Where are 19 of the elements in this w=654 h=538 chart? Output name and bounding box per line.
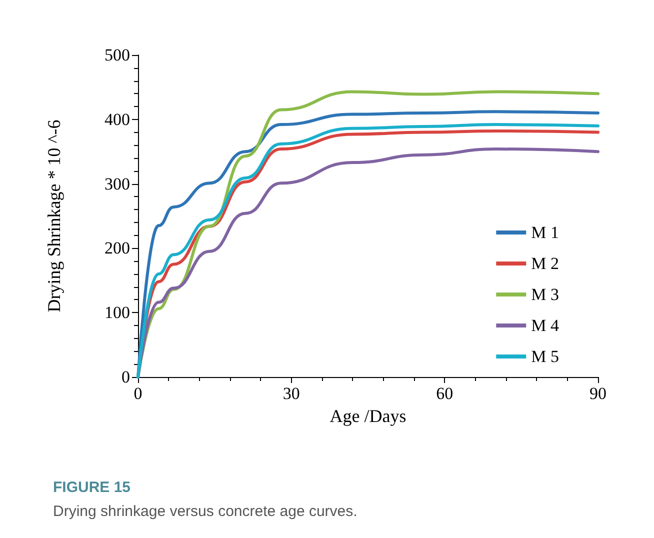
y-tick-label: 100	[104, 303, 130, 322]
legend-label: M 3	[531, 285, 560, 304]
x-tick-label: 0	[134, 384, 142, 403]
legend-label: M 5	[531, 347, 560, 366]
y-tick-label: 200	[104, 238, 130, 258]
x-tick-label: 60	[436, 384, 454, 403]
y-tick-label: 300	[104, 174, 130, 194]
x-tick-label: 90	[590, 384, 606, 403]
y-axis-title: Drying Shrinkage * 10 ^-6	[44, 120, 64, 312]
legend-label: M 1	[531, 223, 560, 242]
y-tick-label: 400	[104, 110, 130, 129]
x-axis-title: Age /Days	[330, 406, 406, 426]
y-tick-label: 0	[122, 368, 130, 386]
x-tick-label: 30	[282, 384, 300, 403]
text: Drying shrinkage versus concrete age curves.	[53, 503, 358, 520]
legend-label: M 4	[531, 316, 560, 335]
caption: FIGURE 15	[53, 479, 131, 496]
y-tick-label: 500	[104, 46, 130, 64]
legend-label: M 2	[531, 254, 560, 273]
